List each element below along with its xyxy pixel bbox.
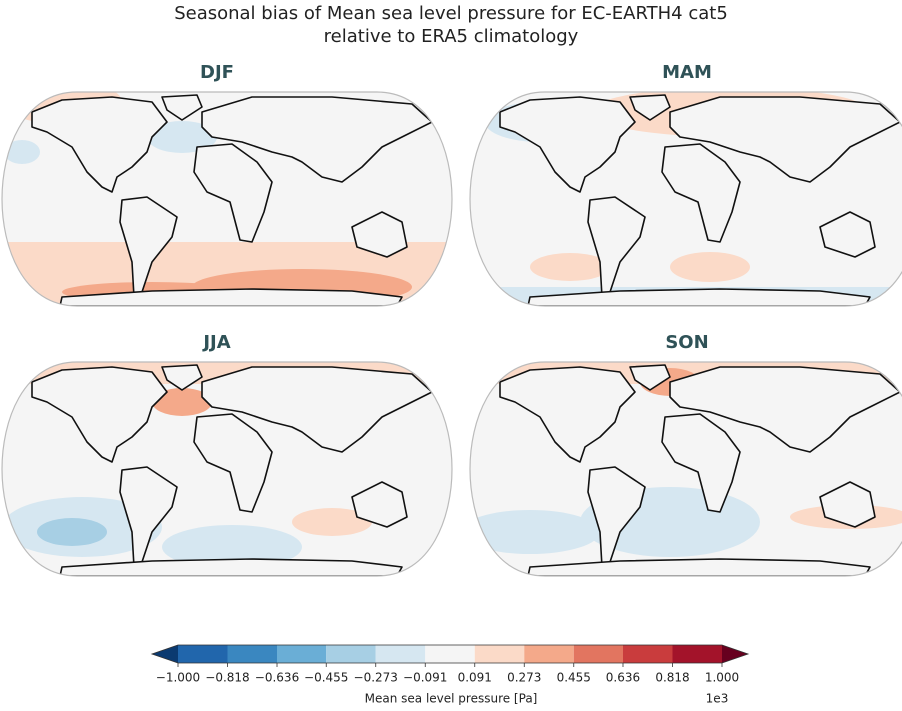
colorbar-segment: [326, 645, 376, 663]
colorbar-extend-high: [722, 645, 748, 663]
colorbar-tick-label: −0.636: [255, 671, 299, 685]
colorbar-segment: [672, 645, 722, 663]
colorbar-segment: [524, 645, 574, 663]
colorbar-tick-label: −0.273: [354, 671, 398, 685]
colorbar-multiplier: 1e3: [706, 692, 729, 706]
map-panel: [469, 91, 902, 307]
title-line: Seasonal bias of Mean sea level pressure…: [174, 3, 728, 24]
colorbar-segment: [375, 645, 426, 663]
colorbar-segment: [178, 645, 228, 663]
map-panel: [469, 361, 902, 577]
title-line: relative to ERA5 climatology: [324, 26, 579, 47]
colorbar-tick-label: 0.636: [606, 671, 640, 685]
colorbar-tick-label: −0.091: [403, 671, 447, 685]
colorbar-extend-low: [152, 645, 178, 663]
colorbar-tick-label: −0.455: [304, 671, 348, 685]
colorbar-tick-label: 0.818: [655, 671, 689, 685]
colorbar-tick-label: −0.818: [205, 671, 249, 685]
colorbar-tick-label: 0.455: [557, 671, 591, 685]
colorbar-segment: [622, 645, 673, 663]
colorbar-segment: [474, 645, 525, 663]
colorbar-segment: [425, 645, 475, 663]
colorbar-label: Mean sea level pressure [Pa]: [365, 692, 538, 706]
panel-title: SON: [665, 332, 708, 353]
panel-title: DJF: [200, 62, 234, 83]
colorbar-tick-label: 0.091: [458, 671, 492, 685]
map-panel: [1, 91, 453, 307]
colorbar-segment: [227, 645, 278, 663]
panel-title: JJA: [201, 332, 230, 353]
colorbar-tick-label: 0.273: [507, 671, 541, 685]
colorbar-segment: [277, 645, 327, 663]
panel-title: MAM: [662, 62, 712, 83]
map-panel: [1, 361, 453, 577]
colorbar-segment: [573, 645, 623, 663]
colorbar-tick-label: 1.000: [705, 671, 739, 685]
colorbar-tick-label: −1.000: [156, 671, 200, 685]
